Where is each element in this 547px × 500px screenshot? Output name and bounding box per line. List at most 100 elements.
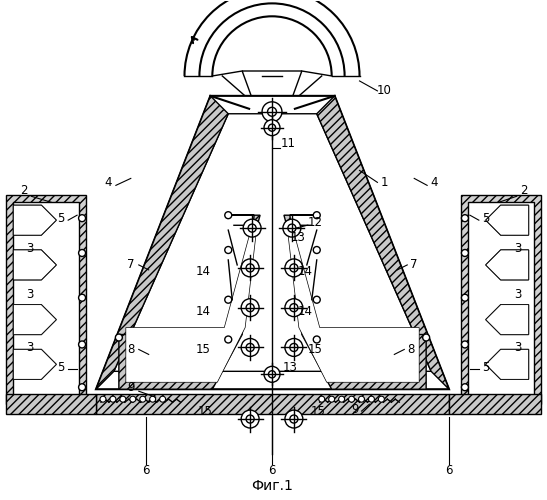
Polygon shape <box>96 96 228 389</box>
Circle shape <box>264 120 280 136</box>
Circle shape <box>79 341 85 348</box>
Circle shape <box>241 298 259 316</box>
Text: 1: 1 <box>381 176 388 189</box>
Polygon shape <box>14 304 56 334</box>
Text: 2: 2 <box>520 184 527 197</box>
Circle shape <box>139 396 146 402</box>
Text: Фиг.1: Фиг.1 <box>251 478 293 492</box>
Text: 6: 6 <box>268 464 276 477</box>
Text: 6: 6 <box>142 464 149 477</box>
Circle shape <box>225 246 232 254</box>
Text: 8: 8 <box>127 343 135 356</box>
Circle shape <box>423 334 429 341</box>
Polygon shape <box>7 394 96 414</box>
Text: 7: 7 <box>127 258 135 272</box>
Polygon shape <box>14 250 56 280</box>
Polygon shape <box>14 350 56 380</box>
Text: 14: 14 <box>196 305 211 318</box>
Text: 7: 7 <box>410 258 418 272</box>
Polygon shape <box>468 202 533 397</box>
Text: 5: 5 <box>57 361 65 374</box>
Circle shape <box>246 304 254 312</box>
Circle shape <box>313 246 320 254</box>
Circle shape <box>225 212 232 218</box>
Polygon shape <box>486 350 528 380</box>
Polygon shape <box>486 205 528 235</box>
Text: 5: 5 <box>482 361 490 374</box>
Circle shape <box>313 336 320 343</box>
Polygon shape <box>242 71 302 104</box>
Circle shape <box>283 219 301 237</box>
Circle shape <box>243 219 261 237</box>
Circle shape <box>462 250 468 256</box>
Text: 6: 6 <box>445 464 453 477</box>
Circle shape <box>462 294 468 301</box>
Text: 15: 15 <box>198 404 213 417</box>
Circle shape <box>246 264 254 272</box>
Circle shape <box>339 396 345 402</box>
Circle shape <box>115 334 123 341</box>
Polygon shape <box>486 205 528 235</box>
Text: 3: 3 <box>26 242 33 254</box>
Text: 10: 10 <box>377 84 392 98</box>
Text: 15: 15 <box>310 404 325 417</box>
Polygon shape <box>119 215 260 389</box>
Circle shape <box>313 212 320 218</box>
Circle shape <box>246 415 254 423</box>
Text: 3: 3 <box>26 341 33 354</box>
Text: 3: 3 <box>514 242 521 254</box>
Polygon shape <box>14 350 56 380</box>
Circle shape <box>290 344 298 351</box>
Polygon shape <box>449 394 540 414</box>
Polygon shape <box>486 304 528 334</box>
Text: 3: 3 <box>514 288 521 301</box>
Circle shape <box>285 298 303 316</box>
Circle shape <box>110 396 116 402</box>
Polygon shape <box>14 304 56 334</box>
Polygon shape <box>7 196 86 404</box>
Circle shape <box>285 410 303 428</box>
Text: 3: 3 <box>514 341 521 354</box>
Text: 9: 9 <box>127 380 135 394</box>
Circle shape <box>79 214 85 222</box>
Circle shape <box>369 396 375 402</box>
Circle shape <box>358 396 364 402</box>
Circle shape <box>288 224 296 232</box>
Circle shape <box>120 396 126 402</box>
Text: 4: 4 <box>430 176 438 189</box>
Text: 12: 12 <box>307 216 322 228</box>
Circle shape <box>264 366 280 382</box>
Polygon shape <box>126 225 257 382</box>
Polygon shape <box>317 96 449 389</box>
Text: 5: 5 <box>482 212 490 224</box>
Polygon shape <box>14 202 79 397</box>
Text: 2: 2 <box>20 184 27 197</box>
Circle shape <box>290 415 298 423</box>
Polygon shape <box>486 250 528 280</box>
Circle shape <box>290 304 298 312</box>
Circle shape <box>290 264 298 272</box>
Polygon shape <box>284 215 426 389</box>
Circle shape <box>225 296 232 303</box>
Text: 3: 3 <box>26 288 33 301</box>
Polygon shape <box>14 205 56 235</box>
Circle shape <box>348 396 354 402</box>
Circle shape <box>462 384 468 390</box>
Circle shape <box>269 370 276 378</box>
Circle shape <box>241 338 259 356</box>
Circle shape <box>379 396 385 402</box>
Circle shape <box>462 214 468 222</box>
Text: 9: 9 <box>351 402 358 415</box>
Text: 5: 5 <box>57 212 65 224</box>
Text: 14: 14 <box>298 266 312 278</box>
Text: 8: 8 <box>408 343 415 356</box>
Text: 13: 13 <box>290 230 305 243</box>
Polygon shape <box>287 225 419 382</box>
Text: 15: 15 <box>307 343 322 356</box>
Text: 14: 14 <box>298 305 312 318</box>
Circle shape <box>267 108 276 116</box>
Circle shape <box>269 124 276 132</box>
Circle shape <box>225 336 232 343</box>
Polygon shape <box>461 196 540 404</box>
Circle shape <box>130 396 136 402</box>
